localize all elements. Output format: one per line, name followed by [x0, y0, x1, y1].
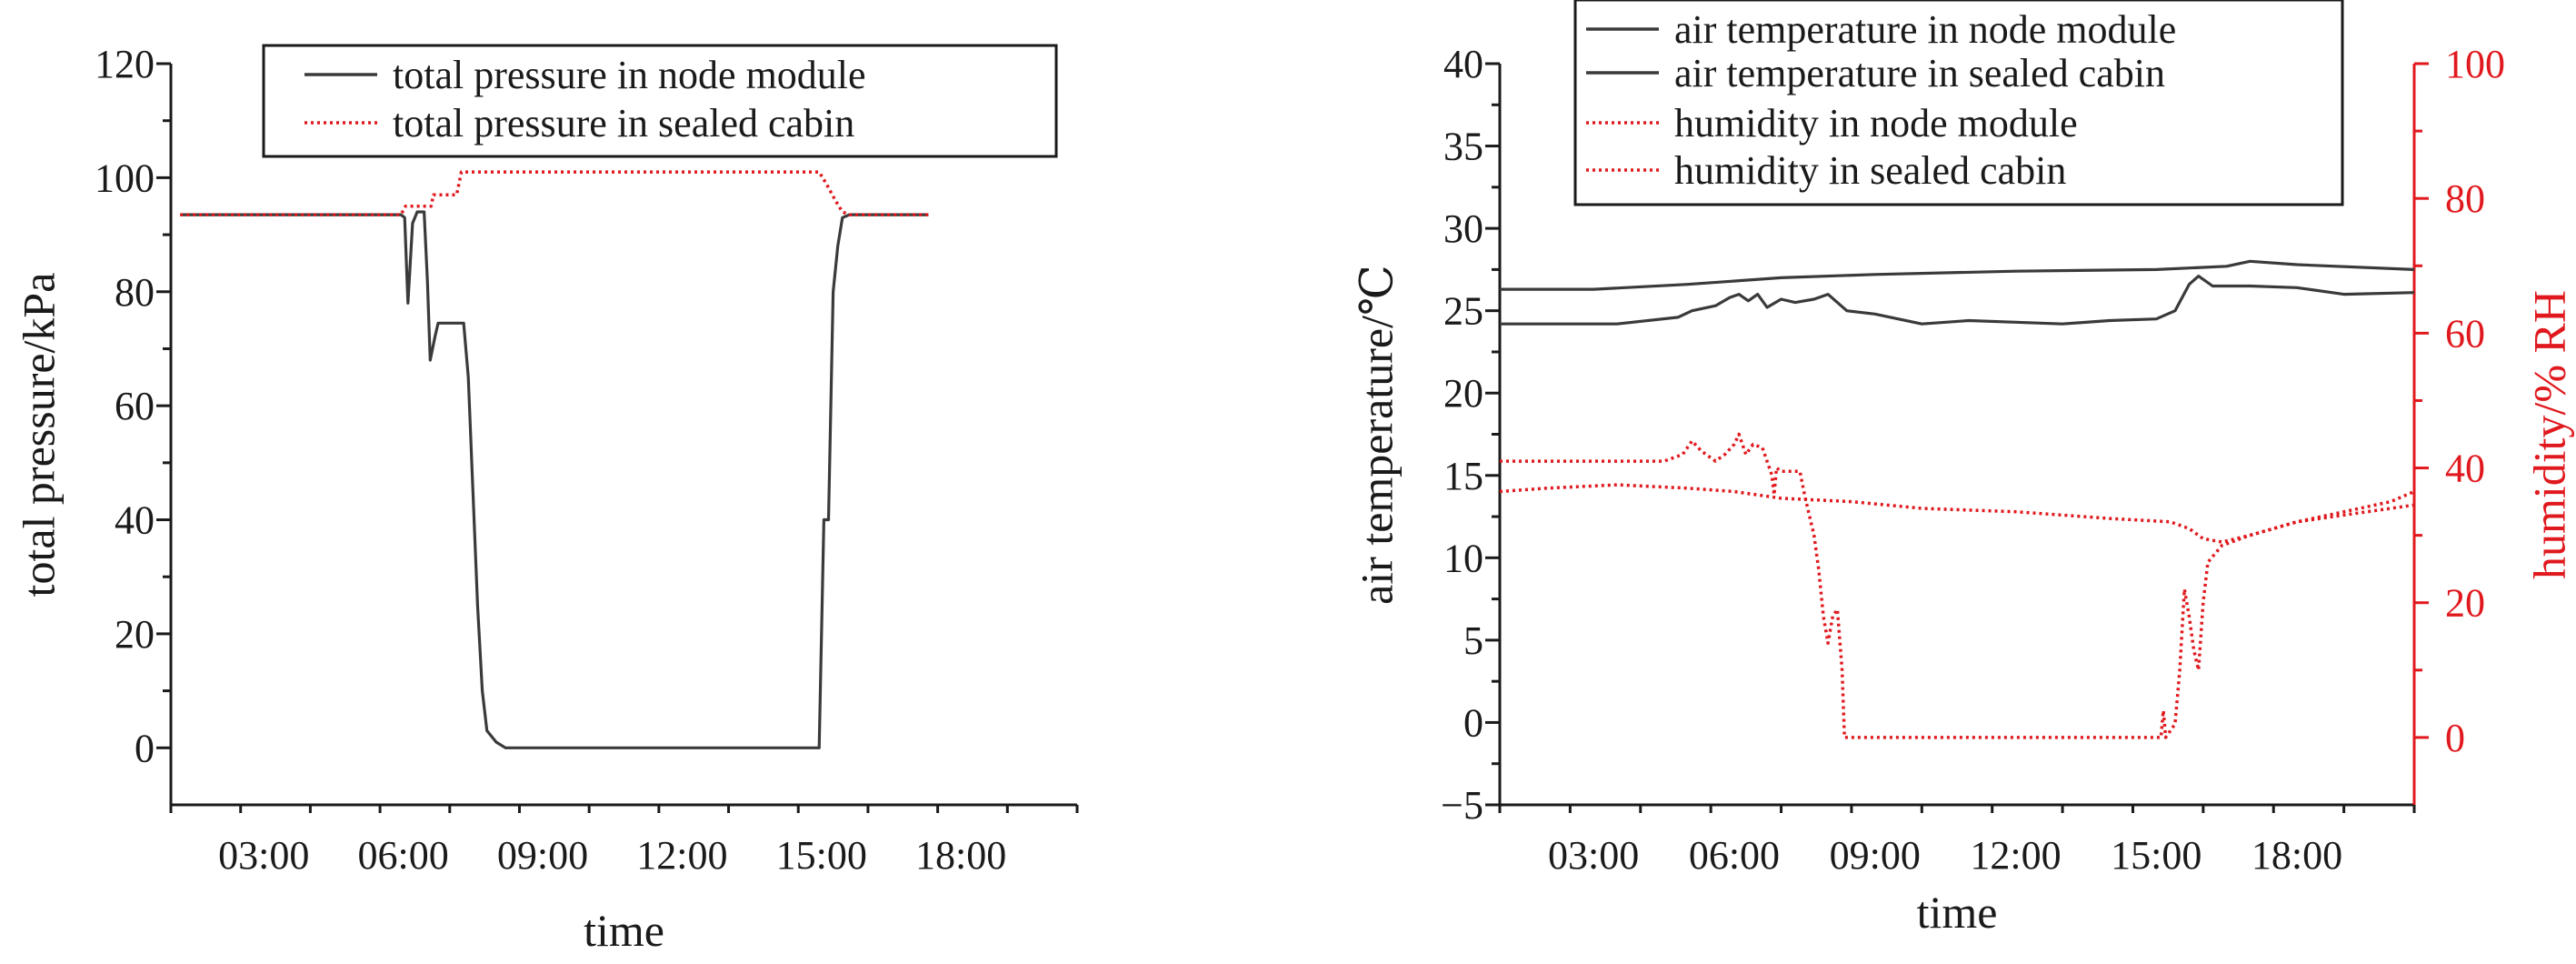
- pressure-chart: 0 20 40 60 80 100 120 03:00 06:00 09:00 12:00 15:00…: [13, 42, 1079, 956]
- legend-entry-2: humidity in node module: [1674, 101, 2078, 146]
- y-tick-label: 20: [1443, 371, 1483, 416]
- x-tick-label: 18:00: [2252, 833, 2342, 878]
- legend-entry-0: air temperature in node module: [1674, 7, 2176, 52]
- x-tick-label: 12:00: [636, 833, 727, 878]
- y-right-axis-label: humidity/% RH: [2523, 290, 2574, 579]
- series-line-2: [1500, 432, 2415, 739]
- y-tick-label: 40: [1443, 42, 1483, 86]
- y-tick-label: 15: [1443, 454, 1483, 498]
- y-tick-label: 30: [1443, 206, 1483, 251]
- y-axis-label: total pressure/kPa: [13, 273, 64, 597]
- x-tick-label: 09:00: [497, 833, 588, 878]
- x-tick-label: 18:00: [915, 833, 1006, 878]
- legend-entry-0: total pressure in node module: [393, 53, 866, 97]
- x-tick-label: 03:00: [218, 833, 309, 878]
- y-tick-label: 120: [95, 42, 155, 86]
- y-right-tick-label: 20: [2445, 581, 2485, 626]
- y-tick-label: 100: [95, 156, 155, 200]
- series-line-3: [1499, 483, 2415, 544]
- y-tick-label: 25: [1443, 289, 1483, 334]
- y-axis-label: air temperature/℃: [1351, 265, 1402, 605]
- y-tick-label: 35: [1443, 125, 1483, 169]
- legend-entry-1: total pressure in sealed cabin: [393, 101, 854, 146]
- series-line-0: [1500, 259, 2415, 291]
- legend-entry-3: humidity in sealed cabin: [1674, 148, 2066, 193]
- y-tick-label: 80: [115, 270, 155, 315]
- y-right-tick-label: 60: [2445, 311, 2485, 356]
- legend-box: [1573, 0, 2344, 206]
- series-line-1: [1500, 275, 2415, 326]
- legend-box: [262, 44, 1058, 158]
- x-tick-label: 06:00: [358, 833, 449, 878]
- x-tick-label: 15:00: [2111, 833, 2202, 878]
- legend-entry-1: air temperature in sealed cabin: [1674, 51, 2165, 95]
- y-tick-label: 60: [115, 384, 155, 428]
- y-right-tick-label: 100: [2445, 42, 2505, 86]
- y-tick-label: −5: [1441, 783, 1483, 828]
- series-line-1: [180, 170, 929, 216]
- x-axis-label: time: [584, 905, 664, 956]
- temperature-humidity-chart: −5 0 5 10 15 20 25 30 35 40 0 20 40 60 80 100 03:00 06:00…: [1351, 0, 2574, 938]
- y-right-tick-label: 0: [2445, 716, 2465, 760]
- y-right-tick-label: 80: [2445, 176, 2485, 221]
- y-tick-label: 0: [135, 726, 155, 770]
- y-tick-label: 5: [1463, 618, 1483, 663]
- x-tick-label: 12:00: [1970, 833, 2061, 878]
- x-tick-label: 09:00: [1830, 833, 1921, 878]
- y-tick-label: 40: [115, 498, 155, 543]
- y-right-tick-label: 40: [2445, 447, 2485, 491]
- x-tick-label: 15:00: [776, 833, 867, 878]
- y-tick-label: 0: [1463, 700, 1483, 745]
- y-tick-label: 20: [115, 612, 155, 657]
- series-line-0: [180, 210, 929, 749]
- y-tick-label: 10: [1443, 536, 1483, 580]
- x-tick-label: 06:00: [1689, 833, 1780, 878]
- x-axis-label: time: [1917, 887, 1998, 938]
- x-tick-label: 03:00: [1548, 833, 1639, 878]
